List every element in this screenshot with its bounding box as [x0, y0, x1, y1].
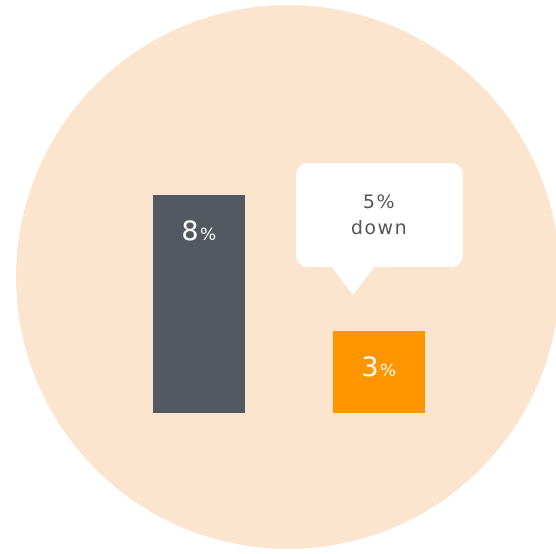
bar-previous-value-unit: %: [200, 225, 217, 245]
change-callout: 5% down: [296, 163, 463, 267]
bar-current: 3%: [333, 331, 425, 413]
change-callout-text: 5% down: [296, 189, 463, 241]
change-callout-amount: 5%: [362, 191, 397, 213]
bar-previous-value-number: 8: [181, 216, 200, 247]
bar-current-value-label: 3%: [333, 353, 425, 386]
bar-current-value-number: 3: [361, 352, 380, 383]
circle-background: [16, 5, 556, 549]
change-callout-direction: down: [350, 217, 409, 239]
bar-previous: 8%: [153, 195, 245, 413]
bar-previous-value-label: 8%: [153, 217, 245, 250]
change-callout-pointer: [331, 266, 375, 295]
bar-current-value-unit: %: [380, 361, 397, 381]
